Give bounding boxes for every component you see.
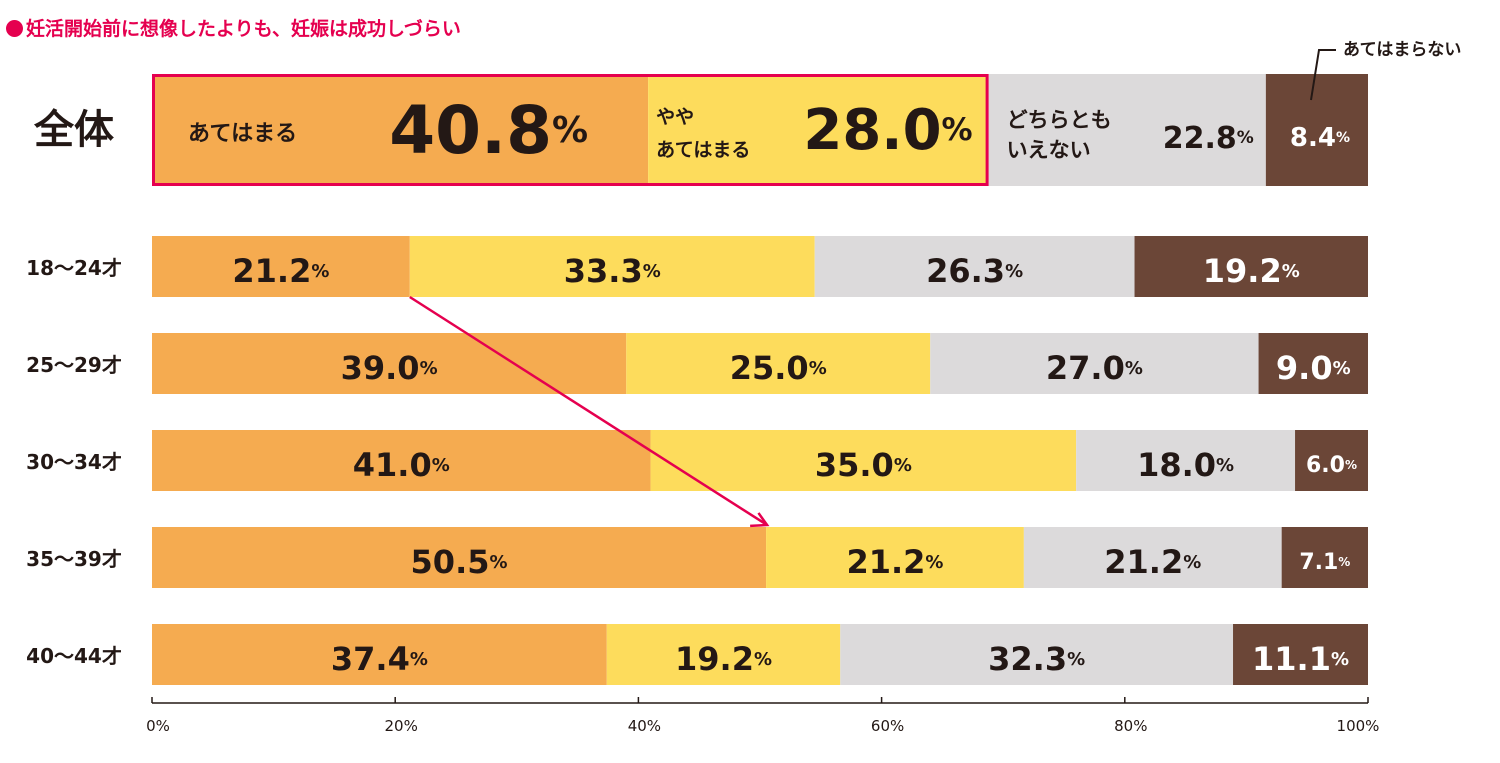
data-label: 22.8% [1163,121,1254,156]
bar-segment [1233,624,1368,685]
x-tick-label: 0% [146,717,170,735]
bar-segment [626,333,931,394]
bar-segment [1023,527,1282,588]
bar-segment [152,236,410,297]
category-label: 25〜29才 [26,353,122,377]
bar-segment [152,430,651,491]
bullet-dot-icon [6,20,23,37]
trend-arrow-head [750,512,770,528]
bar-segment [1258,333,1368,394]
bar-segment [1076,430,1296,491]
data-label: 32.3% [988,640,1085,678]
data-label: 41.0% [353,446,450,484]
category-label: 35〜39才 [26,547,122,571]
highlight-box [152,74,989,186]
bar-segment [840,624,1234,685]
category-label: 全体 [33,107,114,153]
bar-segment [814,236,1135,297]
chart-title-text: 妊活開始前に想像したよりも、妊娠は成功しづらい [26,18,461,40]
bar-segment [152,527,767,588]
data-label: 21.2% [1104,543,1201,581]
data-label: 28.0% [803,98,972,163]
series-label: いえない [1007,138,1091,162]
data-label: 33.3% [564,252,661,290]
bar-segment [766,527,1024,588]
series-label: どちらとも [1007,108,1112,132]
bar-segment [930,333,1259,394]
callout-line [1310,49,1336,101]
x-tick-label: 100% [1337,717,1380,735]
data-label: 8.4% [1290,123,1350,153]
chart-title: 妊活開始前に想像したよりも、妊娠は成功しづらい [6,14,461,41]
x-tick-label: 80% [1114,717,1147,735]
data-label: 6.0% [1306,453,1357,478]
data-label: 9.0% [1276,349,1351,387]
category-label: 30〜34才 [26,450,122,474]
category-label: 40〜44才 [26,644,122,668]
data-label: 7.1% [1299,550,1350,575]
data-label: 35.0% [815,446,912,484]
data-label: 40.8% [389,92,588,169]
x-tick-label: 20% [385,717,418,735]
data-label: 18.0% [1137,446,1234,484]
series-label: あてはまる [656,139,750,161]
bar-segment [1281,527,1368,588]
trend-arrow [409,295,768,527]
data-label: 26.3% [926,252,1023,290]
series-label: あてはまる [188,122,297,147]
data-label: 21.2% [846,543,943,581]
bar-segment [1265,74,1368,186]
data-label: 19.2% [675,640,772,678]
x-tick-label: 40% [628,717,661,735]
bar-segment [650,430,1077,491]
series-label: やや [656,106,694,128]
data-label: 27.0% [1046,349,1143,387]
bar-segment [648,74,989,186]
data-label: 39.0% [341,349,438,387]
bar-segment [988,74,1266,186]
data-label: 19.2% [1203,252,1300,290]
data-label: 50.5% [411,543,508,581]
bar-segment [606,624,841,685]
bar-segment [152,74,649,186]
data-label: 25.0% [730,349,827,387]
bar-segment [1134,236,1368,297]
data-label: 21.2% [232,252,329,290]
bar-segment [1295,430,1368,491]
x-tick-label: 60% [871,717,904,735]
data-label: 11.1% [1252,640,1349,678]
data-label: 37.4% [331,640,428,678]
bar-segment [409,236,815,297]
series-label: あてはまらない [1343,40,1461,60]
category-label: 18〜24才 [26,256,122,280]
bar-segment [152,624,607,685]
